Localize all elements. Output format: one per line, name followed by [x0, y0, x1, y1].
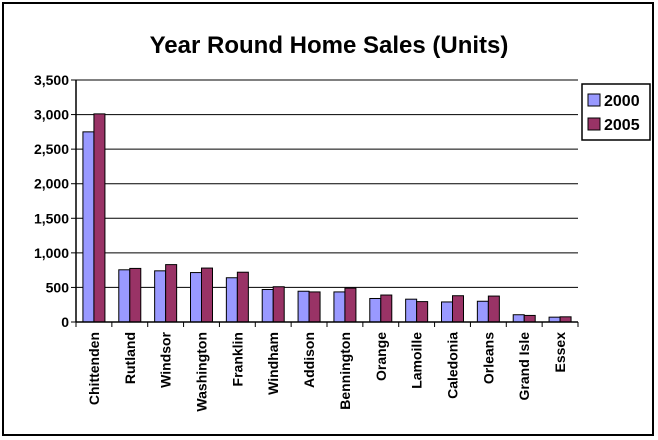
x-tick-label: Caledonia [445, 332, 461, 399]
bar-2005-bennington [344, 287, 357, 323]
bar-2000-orleans [476, 300, 489, 323]
bar-2000-lamoille [405, 298, 418, 323]
bar-2005-lamoille [416, 301, 429, 323]
bar-2005-orleans [487, 295, 500, 323]
bar-2005-grand-isle [523, 314, 536, 323]
x-tick-labels: Chittenden Rutland Windsor Washington Frankl… [86, 331, 568, 411]
bar-2005-washington [201, 267, 213, 323]
y-tick-label: 2,000 [34, 176, 69, 192]
x-tick-label: Chittenden [86, 332, 102, 405]
bar-2005-caledonia [452, 295, 464, 323]
y-tick-labels: 0 500 1,000 1,500 2,000 2,500 3,000 3,500 [34, 72, 69, 330]
y-tick-label: 3,500 [34, 72, 69, 88]
bar-2000-windham [261, 289, 274, 323]
x-tick-label: Orange [373, 332, 389, 381]
legend-label-2000: 2000 [604, 93, 640, 110]
x-tick-label: Lamoille [409, 332, 425, 389]
x-tick-label: Washington [194, 332, 210, 412]
legend: 2000 2005 [581, 83, 651, 141]
bar-2005-chittenden [93, 113, 106, 323]
y-tick-label: 2,500 [34, 141, 69, 157]
bar-2005-essex [559, 316, 572, 323]
y-tick-label: 0 [61, 314, 69, 330]
legend-swatch-2000 [587, 93, 601, 107]
bar-2000-franklin [225, 277, 238, 323]
x-tick-label: Essex [552, 332, 568, 373]
bar-2005-franklin [236, 271, 249, 323]
bar-2000-chittenden [82, 131, 95, 323]
bar-2000-washington [190, 272, 202, 323]
bar-2000-bennington [333, 291, 346, 323]
bar-2000-addison [297, 290, 310, 323]
x-tick-label: Franklin [229, 332, 245, 386]
chart-title: Year Round Home Sales (Units) [150, 32, 509, 59]
axes [71, 79, 579, 327]
bar-2005-addison [308, 291, 321, 323]
y-tick-label: 3,000 [34, 107, 69, 123]
y-tick-label: 1,000 [34, 245, 69, 261]
bars-group [82, 113, 572, 323]
bar-2000-rutland [118, 269, 131, 323]
y-tick-label: 1,500 [34, 210, 69, 226]
bar-2005-orange [380, 294, 393, 323]
x-tick-label: Grand Isle [516, 332, 532, 401]
legend-box [581, 83, 651, 141]
x-tick-label: Orleans [480, 332, 496, 384]
x-tick-label: Rutland [122, 332, 138, 384]
chart-frame: Year Round Home Sales (Units) 0 500 1,000 1… [2, 2, 654, 436]
bar-2005-windsor [165, 264, 178, 323]
legend-label-2005: 2005 [604, 117, 640, 134]
bar-2000-windsor [154, 270, 167, 323]
bar-2000-grand-isle [512, 314, 525, 323]
x-tick-label: Bennington [337, 332, 353, 410]
bar-2000-caledonia [441, 301, 453, 323]
legend-swatch-2005 [587, 117, 601, 131]
gridlines [76, 79, 578, 288]
x-tick-label: Windsor [158, 331, 174, 387]
bar-2005-windham [272, 286, 285, 323]
bar-2000-orange [369, 297, 382, 323]
y-tick-label: 500 [46, 279, 70, 295]
bar-chart: Year Round Home Sales (Units) 0 500 1,000 1… [34, 32, 651, 412]
x-tick-label: Windham [265, 332, 281, 395]
x-tick-label: Addison [301, 332, 317, 388]
bar-2005-rutland [129, 267, 142, 323]
